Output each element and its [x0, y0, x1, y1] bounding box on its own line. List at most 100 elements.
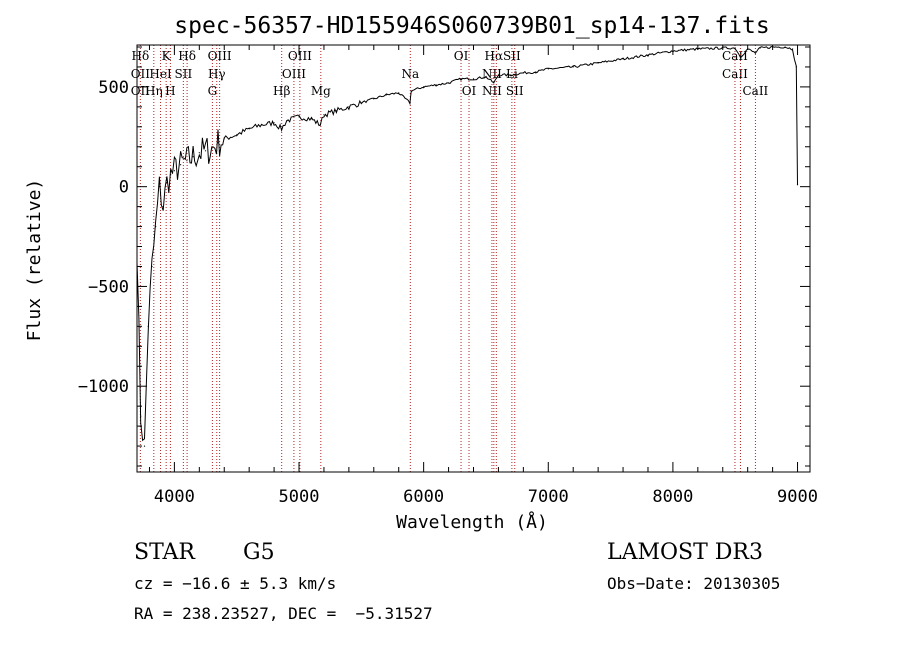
marker-label: OIII	[288, 49, 312, 63]
flux-point	[792, 48, 794, 50]
marker-label: OIII	[208, 49, 232, 63]
marker-label: Hδ	[132, 49, 150, 63]
object-class: STAR	[134, 540, 195, 565]
flux-point	[410, 90, 412, 92]
flux-point	[310, 118, 313, 120]
flux-point	[373, 98, 375, 100]
marker-label: CaII	[742, 84, 768, 98]
flux-point	[261, 124, 263, 126]
flux-point	[204, 150, 207, 152]
marker-label: K	[162, 49, 172, 63]
marker-label: HeI	[149, 67, 172, 81]
y-tick-label: −1000	[78, 377, 129, 397]
flux-point	[360, 102, 362, 104]
marker-label: SII	[503, 49, 521, 63]
x-tick-label: 5000	[279, 487, 320, 507]
x-tick-label: 4000	[154, 487, 195, 507]
flux-point	[273, 122, 275, 124]
marker-label: Mg	[311, 84, 331, 98]
marker-label: H	[165, 84, 175, 98]
marker-label: Hβ	[273, 84, 290, 98]
flux-point	[754, 52, 757, 54]
flux-point	[759, 47, 761, 49]
flux-point	[796, 184, 799, 186]
flux-point	[535, 71, 537, 73]
observation-date: Obs−Date: 20130305	[607, 574, 781, 593]
flux-line	[136, 46, 798, 442]
x-axis-ticks: 4000 5000 6000 7000 8000 9000	[148, 45, 818, 507]
marker-label: CaII	[722, 49, 748, 63]
flux-point	[281, 128, 283, 130]
y-axis-label: Flux (relative)	[24, 179, 45, 342]
y-tick-label: −500	[88, 277, 129, 297]
flux-point	[493, 82, 495, 84]
marker-label: SII	[506, 84, 524, 98]
survey-name: LAMOST DR3	[607, 540, 763, 565]
flux-point	[795, 66, 797, 68]
flux-point	[170, 174, 172, 176]
flux-point	[180, 164, 182, 166]
y-axis-ticks: −1000 −500 0 500	[78, 46, 810, 467]
flux-point	[198, 152, 200, 154]
flux-point	[217, 142, 219, 144]
flux-point	[140, 415, 142, 417]
flux-point	[248, 128, 250, 130]
flux-point	[166, 182, 168, 184]
flux-point	[448, 82, 450, 84]
flux-point	[236, 134, 238, 136]
flux-point	[409, 102, 411, 104]
flux-point	[147, 325, 149, 327]
flux-point	[155, 226, 157, 228]
marker-label: OI	[462, 84, 477, 98]
x-tick-label: 9000	[777, 487, 818, 507]
flux-point	[472, 78, 475, 80]
flux-point	[186, 160, 188, 162]
spectral-line-markers: HδOIIOIIHηHeIKHSIIHδGHγOIIIHβOIIIOIIIMgN…	[131, 45, 769, 472]
coordinates: RA = 238.23527, DEC = −5.31527	[134, 604, 433, 623]
y-tick-label: 0	[119, 178, 129, 198]
redshift-cz: cz = −16.6 ± 5.3 km/s	[134, 574, 337, 593]
marker-label: Hδ	[178, 49, 196, 63]
marker-label: Hα	[485, 49, 504, 63]
flux-point	[192, 156, 194, 158]
flux-point	[158, 186, 160, 188]
flux-point	[510, 74, 512, 76]
flux-point	[286, 120, 288, 122]
marker-label: OII	[131, 84, 151, 98]
flux-point	[143, 445, 146, 447]
marker-label: CaII	[722, 67, 748, 81]
flux-point	[423, 86, 425, 88]
flux-point	[460, 78, 462, 80]
marker-label: SII	[175, 67, 193, 81]
flux-point	[173, 170, 175, 172]
flux-point	[211, 148, 213, 150]
flux-point	[485, 76, 487, 78]
marker-label: G	[208, 84, 218, 98]
flux-point	[298, 116, 300, 118]
subclass: G5	[243, 540, 275, 565]
marker-label: OI	[454, 49, 469, 63]
flux-point	[398, 92, 400, 94]
marker-label: Na	[401, 67, 419, 81]
flux-point	[223, 138, 225, 140]
flux-point	[522, 72, 525, 74]
x-tick-label: 7000	[528, 487, 569, 507]
marker-label: Hγ	[208, 67, 226, 81]
marker-label: OII	[131, 67, 151, 81]
marker-label: OIII	[282, 67, 306, 81]
flux-point	[385, 94, 387, 96]
flux-point	[597, 62, 599, 64]
flux-point	[497, 74, 499, 76]
flux-point	[739, 56, 742, 58]
flux-point	[151, 265, 153, 268]
flux-point	[162, 206, 164, 208]
flux-point	[572, 66, 574, 68]
marker-label: Hη	[145, 84, 163, 98]
flux-point	[319, 124, 321, 126]
flux-point	[547, 68, 549, 70]
flux-point	[647, 54, 649, 56]
flux-point	[323, 114, 325, 116]
chart-title: spec-56357-HD155946S060739B01_sp14-137.f…	[174, 13, 769, 39]
x-tick-label: 8000	[652, 487, 693, 507]
marker-label: Li	[506, 67, 518, 81]
